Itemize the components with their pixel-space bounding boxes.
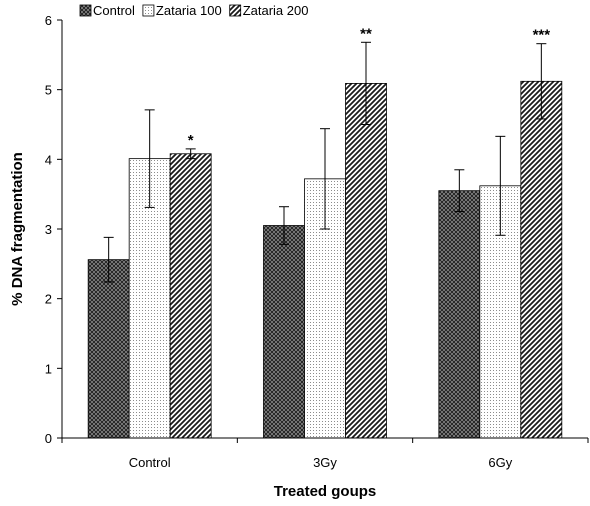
x-tick-label: Control	[129, 455, 171, 470]
plot-area: *** ***	[87, 25, 563, 439]
y-tick-label: 0	[45, 431, 52, 446]
legend-swatch	[79, 4, 92, 17]
bar	[520, 80, 563, 439]
significance-marker: ***	[533, 27, 551, 44]
legend: Control Zataria 100 Zataria 200	[79, 3, 309, 18]
bar	[169, 153, 212, 439]
bar	[263, 225, 305, 439]
y-axis-title: % DNA fragmentation	[9, 152, 26, 306]
x-tick-label: 6Gy	[488, 455, 512, 470]
y-tick-label: 2	[45, 292, 52, 307]
legend-label: Control	[93, 3, 135, 18]
y-tick-label: 5	[45, 83, 52, 98]
x-axis-title: Treated goups	[274, 483, 377, 500]
legend-label: Zataria 200	[243, 3, 309, 18]
y-tick-label: 1	[45, 361, 52, 376]
y-tick-label: 3	[45, 222, 52, 237]
legend-label: Zataria 100	[156, 3, 222, 18]
bar	[87, 259, 130, 439]
significance-marker: **	[360, 25, 372, 42]
bar	[438, 190, 481, 439]
bar	[345, 82, 387, 439]
x-tick-label: 3Gy	[313, 455, 337, 470]
y-tick-label: 4	[45, 152, 52, 167]
y-tick-label: 6	[45, 13, 52, 28]
legend-swatch	[142, 4, 155, 17]
legend-swatch	[229, 4, 242, 17]
significance-marker: *	[188, 132, 194, 149]
axes: 0 1 2 3 4 5 6 Control 3Gy 6Gy Treated goups % DNA f…	[9, 13, 589, 500]
